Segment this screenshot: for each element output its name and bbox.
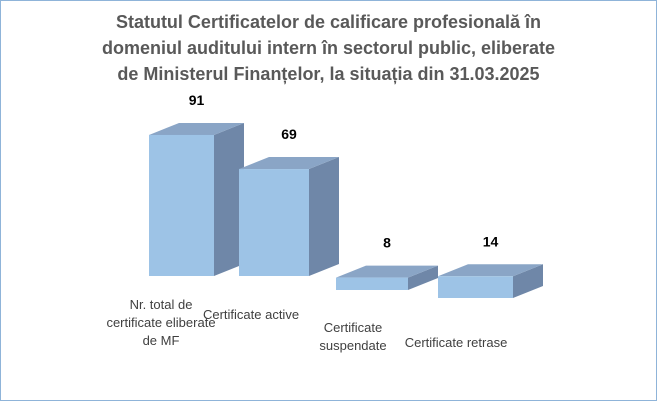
bar bbox=[438, 276, 513, 298]
bar-side bbox=[408, 265, 438, 290]
bar-side bbox=[513, 264, 543, 298]
bar bbox=[336, 277, 408, 290]
category-label: Certificate suspendate bbox=[319, 320, 387, 353]
bar bbox=[239, 169, 309, 276]
bar bbox=[149, 134, 214, 276]
bar-side bbox=[214, 122, 244, 276]
bar-top bbox=[336, 265, 438, 278]
category-label: Certificate active bbox=[202, 307, 300, 322]
bar-top bbox=[438, 264, 543, 277]
value-label: 69 bbox=[281, 126, 297, 142]
value-label: 8 bbox=[383, 235, 391, 251]
chart-title: Statutul Certificatelor de calificare pr… bbox=[101, 12, 556, 84]
bar-top bbox=[149, 122, 244, 135]
value-label: 14 bbox=[483, 233, 499, 249]
value-label: 91 bbox=[189, 92, 205, 108]
bar-top bbox=[239, 157, 339, 170]
category-label: Certificate retrase bbox=[404, 335, 508, 350]
category-label: Nr. total de certificate eliberate de MF bbox=[106, 297, 216, 348]
bar-side bbox=[309, 157, 339, 276]
